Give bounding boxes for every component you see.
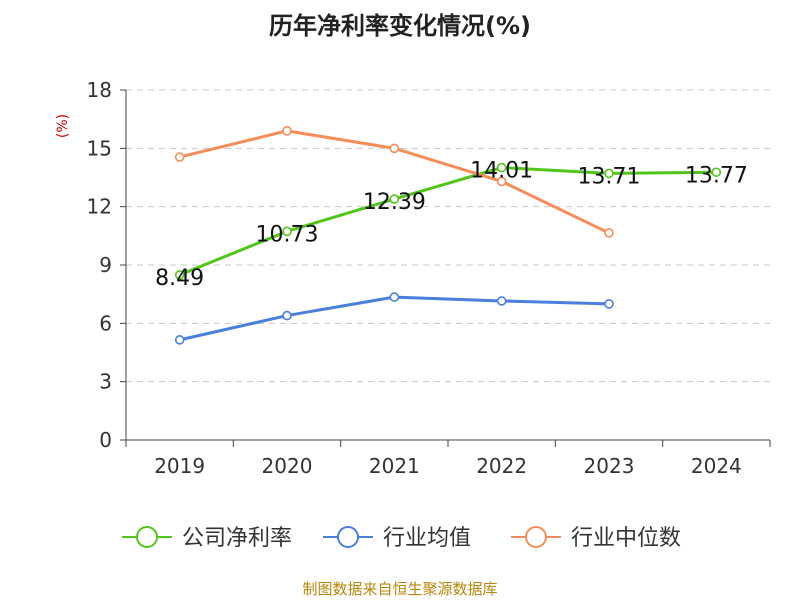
data-point xyxy=(389,292,400,302)
data-point xyxy=(174,335,185,345)
data-point xyxy=(711,167,722,178)
data-point xyxy=(496,162,507,173)
series-line-0 xyxy=(179,166,717,277)
data-point xyxy=(604,299,614,309)
y-tick-label: 0 xyxy=(99,428,112,452)
data-point xyxy=(282,226,292,237)
data-label: 12.39 xyxy=(363,190,426,215)
legend-marker xyxy=(525,526,547,548)
x-tick-label: 2020 xyxy=(262,454,313,478)
data-point xyxy=(174,270,185,280)
series-line-1 xyxy=(179,295,610,342)
data-point xyxy=(389,194,400,204)
legend-label: 行业中位数 xyxy=(571,526,681,551)
legend-label: 公司净利率 xyxy=(182,526,292,551)
data-label: 8.49 xyxy=(155,266,204,291)
x-tick-label: 2022 xyxy=(476,454,527,478)
legend-marker xyxy=(337,526,359,548)
y-tick-label: 6 xyxy=(99,311,112,335)
data-point xyxy=(496,296,507,306)
x-tick-label: 2023 xyxy=(584,454,635,478)
data-point xyxy=(282,310,292,321)
data-source-note: 制图数据来自恒生聚源数据库 xyxy=(302,580,498,598)
chart-title: 历年净利率变化情况(%) xyxy=(269,12,531,40)
y-axis-label: (%) xyxy=(55,114,71,138)
x-tick-label: 2021 xyxy=(369,454,420,478)
data-label: 14.01 xyxy=(470,159,533,184)
data-label: 13.77 xyxy=(685,163,748,188)
y-tick-label: 12 xyxy=(87,195,112,219)
data-point xyxy=(604,228,614,238)
data-point xyxy=(282,126,292,136)
legend-marker xyxy=(136,526,158,548)
data-point xyxy=(496,176,507,187)
data-point xyxy=(174,152,185,162)
data-label: 10.73 xyxy=(256,222,319,247)
x-tick-label: 2019 xyxy=(154,454,205,478)
data-label: 13.71 xyxy=(578,164,641,189)
y-tick-label: 15 xyxy=(87,136,112,160)
y-tick-label: 9 xyxy=(99,253,112,277)
legend-label: 行业均值 xyxy=(383,526,471,551)
x-tick-label: 2024 xyxy=(691,454,742,478)
y-tick-label: 18 xyxy=(87,78,112,102)
data-point xyxy=(389,143,400,154)
data-point xyxy=(604,168,614,179)
y-tick-label: 3 xyxy=(99,370,112,394)
